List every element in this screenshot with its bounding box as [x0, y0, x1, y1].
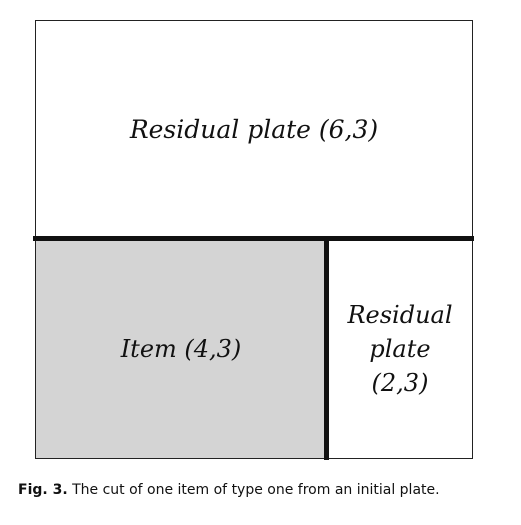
horizontal-cut-line — [33, 236, 474, 241]
item-label: Item (4,3) — [120, 334, 242, 363]
residual-plate-right-label-line1: Residual — [347, 300, 453, 329]
figure-caption: Fig. 3. The cut of one item of type one … — [18, 482, 508, 498]
residual-plate-right: Residual plate (2,3) — [328, 239, 472, 458]
residual-plate-top: Residual plate (6,3) — [35, 20, 473, 239]
residual-plate-right-label-line2: plate — [369, 334, 431, 363]
vertical-cut-line — [324, 236, 329, 460]
caption-label: Fig. 3. — [18, 482, 68, 498]
item-region: Item (4,3) — [36, 239, 326, 458]
caption-text: The cut of one item of type one from an … — [72, 482, 440, 498]
residual-plate-right-label-line3: (2,3) — [371, 368, 429, 397]
cutting-diagram: Residual plate (6,3) Item (4,3) Residual… — [33, 20, 474, 460]
residual-plate-top-label: Residual plate (6,3) — [129, 115, 379, 144]
